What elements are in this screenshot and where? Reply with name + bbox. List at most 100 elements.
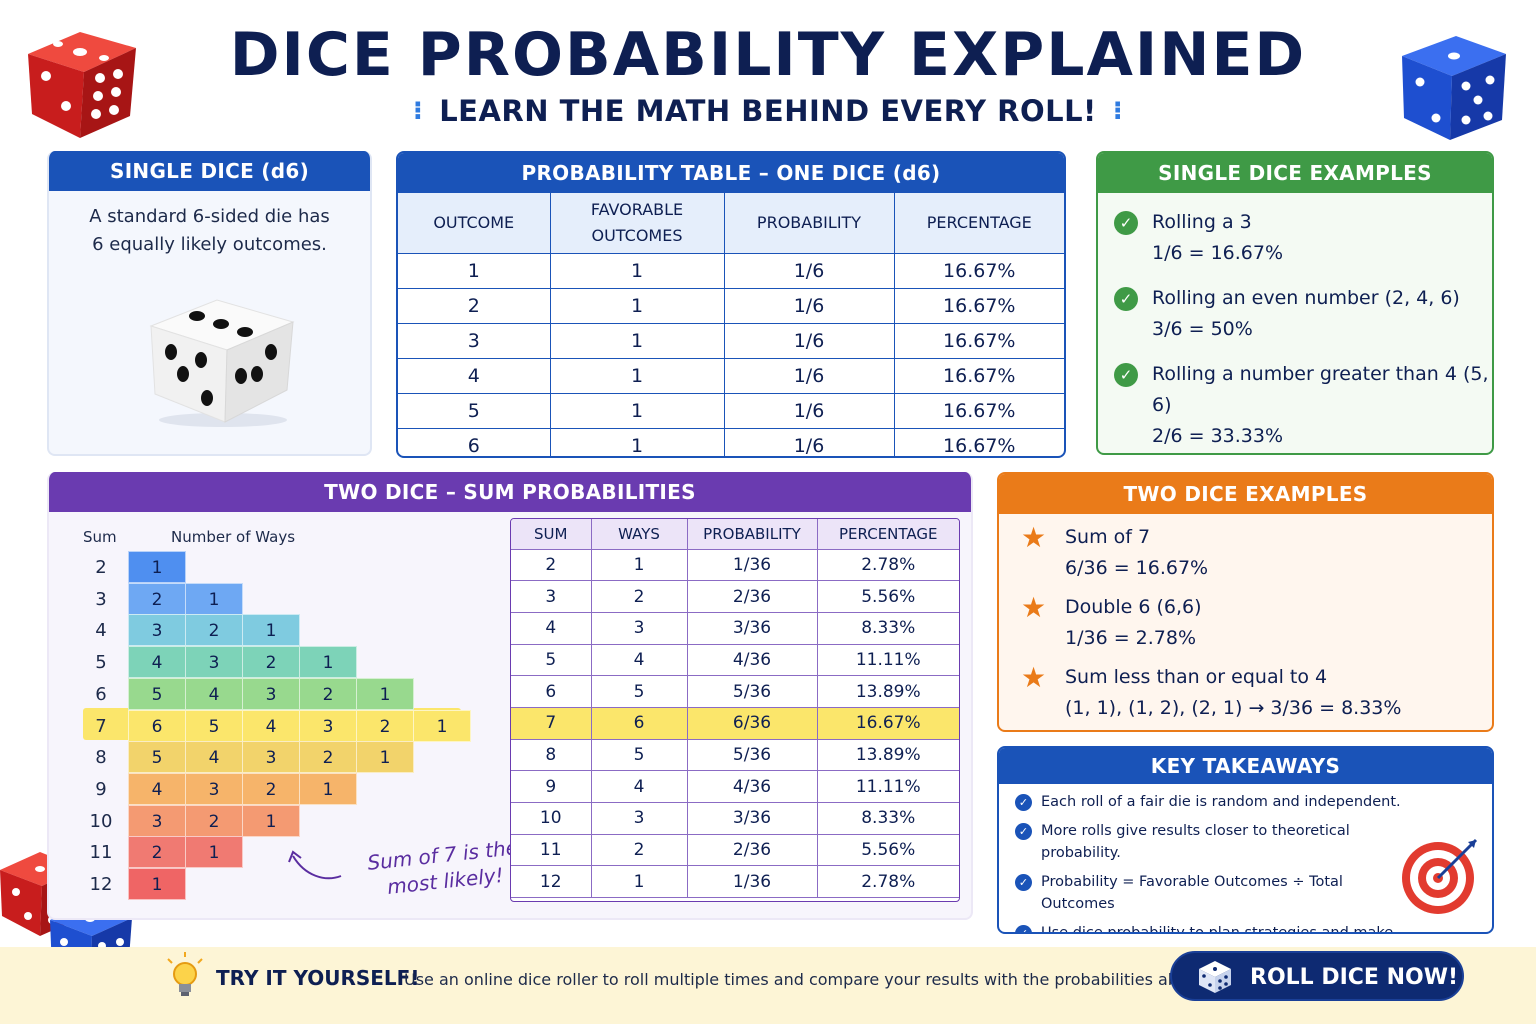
table-cell: 5.56%	[817, 580, 959, 613]
table-header-cell: WAYS	[591, 519, 688, 550]
table-cell: 2	[511, 549, 592, 582]
takeaway-text: Probability = Favorable Outcomes ÷ Total…	[1041, 874, 1343, 912]
table-header-cell: PROBABILITY	[687, 519, 818, 550]
table-cell: 11	[511, 834, 592, 867]
table-row: 6 5 5/36 13.89%	[511, 675, 959, 708]
takeaway-text: More rolls give results closer to theore…	[1041, 823, 1350, 861]
table-cell: 10	[511, 802, 592, 835]
table-row: 2 1 1/6 16.67%	[398, 288, 1064, 324]
roll-dice-button-label: ROLL DICE NOW!	[1250, 965, 1459, 990]
ways-cell: 2	[242, 646, 300, 679]
ways-number-label: Number of Ways	[171, 528, 296, 546]
subtitle-text: LEARN THE MATH BEHIND EVERY ROLL!	[439, 94, 1097, 128]
ways-cell: 3	[242, 741, 300, 774]
table-header-row: SUM WAYS PROBABILITY PERCENTAGE	[511, 519, 959, 550]
table-row: 10 3 3/36 8.33%	[511, 802, 959, 835]
table-cell: 1	[398, 253, 551, 289]
ways-cell: 2	[299, 741, 357, 774]
ways-cell: 1	[356, 677, 414, 710]
table-cell: 2.78%	[817, 549, 959, 582]
ways-cell: 3	[185, 772, 243, 805]
red-die-icon	[28, 32, 136, 138]
ways-cell: 1	[128, 868, 186, 900]
key-takeaways-list: ✓ Each roll of a fair die is random and i…	[999, 791, 1492, 932]
table-row: 4 3 3/36 8.33%	[511, 612, 959, 645]
two-dice-examples-panel: TWO DICE EXAMPLES ★ Sum of 7 6/36 = 16.67%…	[997, 472, 1494, 732]
table-cell: 1	[550, 393, 725, 429]
table-cell: 1	[550, 428, 725, 456]
ways-cell: 5	[128, 677, 186, 710]
sum-label: 6	[95, 683, 107, 705]
table-cell: 1	[550, 358, 725, 394]
sum-label: 7	[95, 715, 107, 737]
ways-cell: 1	[128, 551, 186, 583]
example-title: Rolling a number greater than 4 (5, 6)	[1152, 363, 1489, 416]
table-cell: 2	[398, 288, 551, 324]
table-header-cell: OUTCOME	[398, 193, 551, 254]
ways-cell: 2	[185, 804, 243, 837]
key-takeaways-heading: KEY TAKEAWAYS	[999, 748, 1492, 784]
check-icon: ✓	[1114, 211, 1138, 235]
table-cell: 16.67%	[894, 288, 1064, 324]
two-dice-examples-list: ★ Sum of 7 6/36 = 16.67% ★ Double 6 (6,6) 1/3…	[999, 522, 1492, 724]
ways-cell: 2	[356, 709, 414, 742]
sparkle-icon: ⁝	[412, 96, 424, 126]
single-examples-panel: SINGLE DICE EXAMPLES ✓ Rolling a 3 1/6 = 1…	[1096, 151, 1494, 455]
table-row: 3 2 2/36 5.56%	[511, 580, 959, 613]
table-cell: 1	[550, 253, 725, 289]
ways-cell: 1	[242, 614, 300, 647]
single-dice-description: A standard 6-sided die has 6 equally lik…	[49, 203, 370, 259]
sum-label: 10	[89, 810, 113, 832]
table-cell: 8.33%	[817, 612, 959, 645]
example-result: 6/36 = 16.67%	[1065, 557, 1209, 579]
table-cell: 4/36	[687, 770, 818, 803]
table-cell: 6	[591, 707, 688, 740]
example-title: Double 6 (6,6)	[1065, 596, 1202, 618]
table-cell: 1/36	[687, 865, 818, 899]
table-cell: 1	[550, 288, 725, 324]
arrow-icon	[288, 850, 342, 880]
table-row: 8 5 5/36 13.89%	[511, 739, 959, 772]
sum-label: 4	[95, 620, 107, 642]
list-item: ✓ Rolling an even number (2, 4, 6) 3/6 = 5…	[1098, 283, 1492, 345]
table-cell: 5	[511, 644, 592, 677]
table-cell: 4	[591, 770, 688, 803]
sum-label: 12	[89, 874, 113, 895]
single-dice-description-line: A standard 6-sided die has	[89, 206, 330, 227]
ways-cell: 6	[128, 709, 186, 742]
table-cell: 5	[591, 675, 688, 708]
two-dice-examples-heading: TWO DICE EXAMPLES	[999, 474, 1492, 514]
ways-cell: 4	[128, 646, 186, 679]
example-result: 1/6 = 16.67%	[1152, 242, 1284, 264]
table-cell: 6	[398, 428, 551, 456]
ways-cell: 1	[356, 741, 414, 774]
probability-table-panel: PROBABILITY TABLE – ONE DICE (d6) OUTCOM…	[396, 151, 1066, 458]
table-cell: 3	[511, 580, 592, 613]
list-item: ✓ Rolling a 3 1/6 = 16.67%	[1098, 207, 1492, 269]
ways-cell: 4	[242, 709, 300, 742]
list-item: ★ Sum less than or equal to 4 (1, 1), (1, …	[999, 662, 1492, 724]
table-cell: 9	[511, 770, 592, 803]
table-cell: 2/36	[687, 580, 818, 613]
most-likely-note: Sum of 7 is the most likely!	[366, 835, 520, 899]
list-item: ★ Double 6 (6,6) 1/36 = 2.78%	[999, 592, 1492, 654]
table-cell: 3/36	[687, 612, 818, 645]
ways-cell: 5	[185, 709, 243, 742]
table-row: 6 1 1/6 16.67%	[398, 428, 1064, 456]
ways-cell: 3	[242, 677, 300, 710]
check-icon: ✓	[1015, 794, 1032, 811]
two-dice-heading: TWO DICE – SUM PROBABILITIES	[49, 472, 971, 512]
dice-icon	[1199, 961, 1231, 993]
ways-cell: 2	[128, 836, 186, 869]
example-result: 1/36 = 2.78%	[1065, 627, 1197, 649]
single-dice-panel: SINGLE DICE (d6) A standard 6-sided die …	[47, 151, 372, 456]
check-icon: ✓	[1114, 287, 1138, 311]
table-cell: 11.11%	[817, 770, 959, 803]
table-cell: 16.67%	[894, 323, 1064, 359]
table-row: 3 1 1/6 16.67%	[398, 323, 1064, 359]
table-row: 2 1 1/36 2.78%	[511, 549, 959, 582]
table-row: 5 4 4/36 11.11%	[511, 644, 959, 677]
table-cell: 3	[398, 323, 551, 359]
probability-table: OUTCOME FAVORABLE OUTCOMES PROBABILITY PERC…	[398, 193, 1064, 456]
ways-cell: 4	[185, 741, 243, 774]
